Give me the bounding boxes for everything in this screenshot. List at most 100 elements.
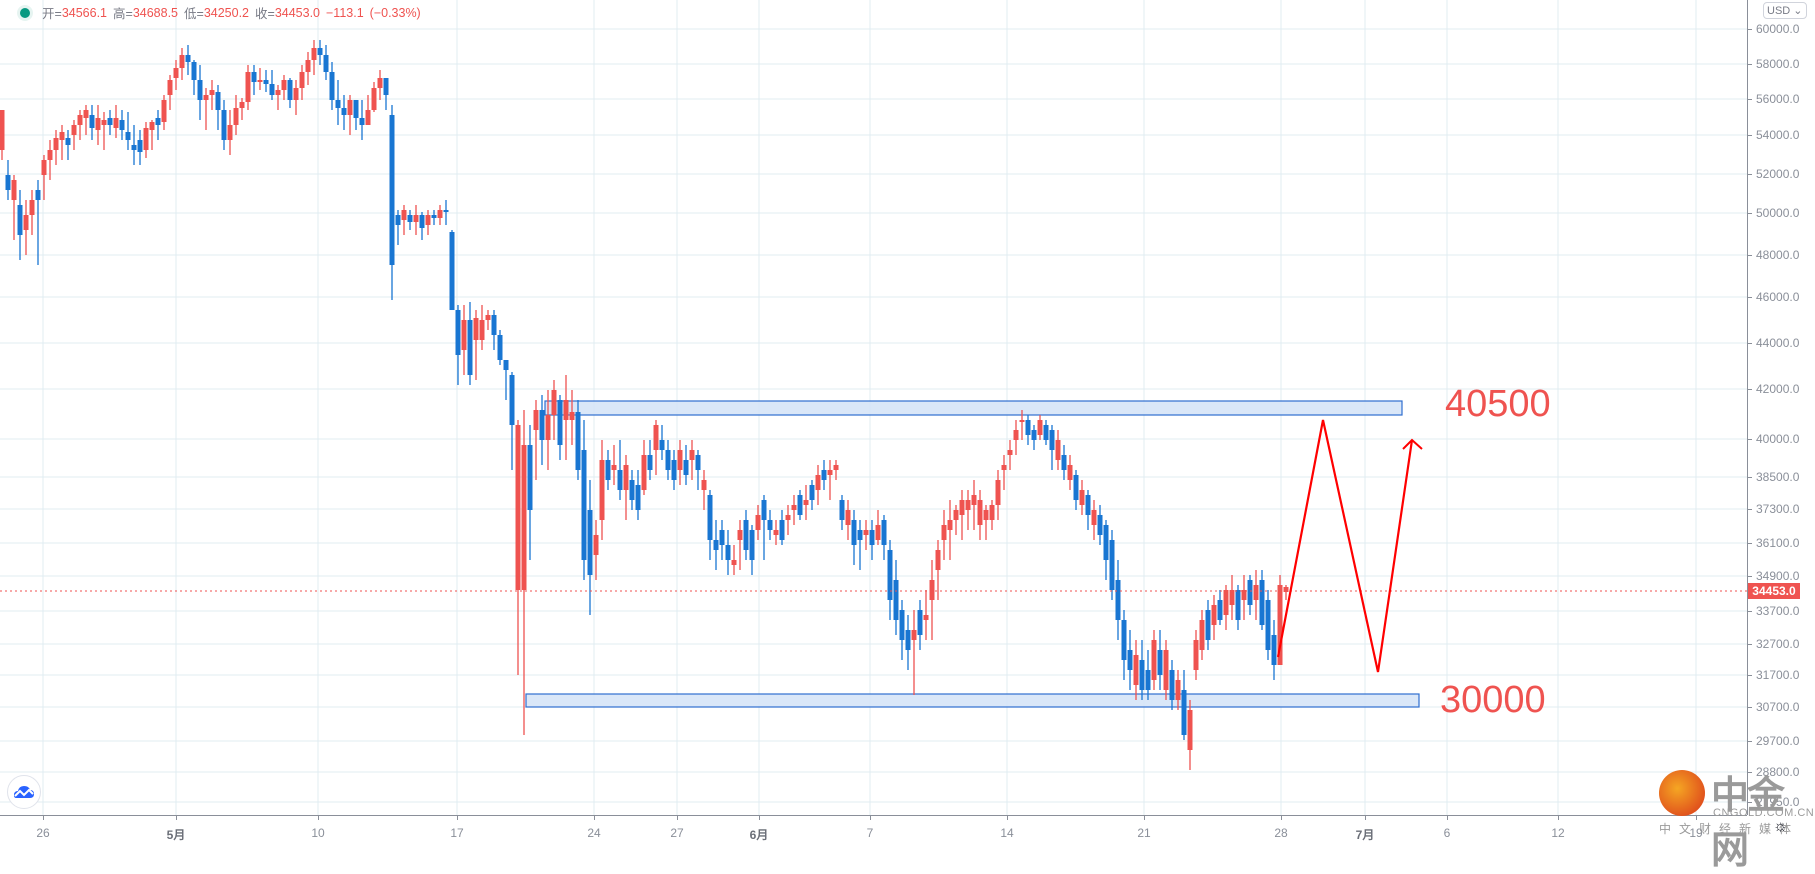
- price-axis[interactable]: 60000.0 58000.0 56000.0 54000.0 52000.0 50000…: [1747, 0, 1815, 815]
- time-tick-mark: [1696, 816, 1697, 820]
- candle-body: [1055, 440, 1061, 460]
- candle-body: [251, 72, 257, 82]
- candle-body: [797, 495, 803, 515]
- forecast-arrowhead-icon: [1402, 438, 1423, 450]
- candle-body: [221, 110, 227, 140]
- candle-body: [875, 525, 881, 540]
- candle-body: [1175, 680, 1181, 700]
- candle-body: [749, 530, 755, 560]
- candle-body: [1265, 600, 1271, 650]
- price-tick-label: 54000.0: [1756, 128, 1800, 142]
- time-tick-mark: [759, 816, 760, 820]
- price-tick-label: 27950.0: [1756, 795, 1800, 809]
- candle-body: [1085, 495, 1091, 515]
- candle-body: [1031, 430, 1037, 440]
- candle-body: [1109, 540, 1115, 590]
- candle-body: [971, 495, 977, 505]
- candle-body: [185, 55, 191, 62]
- candle-body: [431, 215, 437, 218]
- settings-gear-icon[interactable]: ☼: [1773, 818, 1788, 835]
- candle-body: [677, 450, 683, 470]
- candle-body: [689, 450, 695, 460]
- price-tick-mark: [1748, 611, 1752, 612]
- candle-body: [1049, 430, 1055, 450]
- candle-body: [1097, 515, 1103, 535]
- candle-body: [419, 215, 425, 228]
- candle-body: [1151, 640, 1157, 680]
- candle-body: [581, 450, 587, 560]
- close-label: 收=: [255, 7, 275, 21]
- price-tick-label: 56000.0: [1756, 92, 1800, 106]
- candle-body: [899, 610, 905, 640]
- change-percent: (−0.33%): [369, 5, 421, 20]
- candle-body: [929, 580, 935, 600]
- candle-body: [1145, 670, 1151, 690]
- annotation-lower-target: 30000: [1440, 679, 1546, 721]
- candle-body: [179, 55, 185, 68]
- price-tick-mark: [1748, 29, 1752, 30]
- time-tick-mark: [1558, 816, 1559, 820]
- candle-body: [413, 215, 419, 222]
- candle-body: [287, 80, 293, 100]
- watermark-tagline: 中文财经新媒体: [1659, 822, 1800, 836]
- candle-body: [125, 132, 131, 140]
- candle-body: [29, 200, 35, 215]
- currency-selector[interactable]: USD ⌄: [1763, 2, 1807, 19]
- candle-body: [815, 475, 821, 490]
- candle-body: [521, 445, 527, 590]
- chart-logo-button[interactable]: [7, 775, 41, 809]
- candle-body: [551, 390, 557, 415]
- candle-body: [1253, 585, 1259, 600]
- candle-body: [191, 62, 197, 80]
- candle-body: [569, 412, 575, 420]
- candle-body: [23, 215, 29, 230]
- candle-body: [347, 100, 353, 115]
- candle-body: [539, 410, 545, 440]
- price-tick-label: 37300.0: [1756, 502, 1800, 516]
- candle-body: [227, 125, 233, 140]
- time-tick-label: 7: [866, 826, 874, 840]
- candle-body: [851, 520, 857, 545]
- price-tick-mark: [1748, 64, 1752, 65]
- candle-body: [1007, 450, 1013, 455]
- candle-body: [59, 132, 65, 140]
- candle-body: [635, 485, 641, 510]
- price-tick-mark: [1748, 477, 1752, 478]
- candle-body: [911, 630, 917, 640]
- candle-body: [281, 80, 287, 90]
- price-tick-label: 58000.0: [1756, 57, 1800, 71]
- candle-body: [455, 310, 461, 355]
- price-tick-label: 34900.0: [1756, 569, 1800, 583]
- time-tick-mark: [1365, 816, 1366, 820]
- price-chart-plot[interactable]: [0, 0, 1747, 815]
- candle-body: [1139, 660, 1145, 690]
- price-tick-mark: [1748, 343, 1752, 344]
- time-tick-label: 12: [1551, 826, 1565, 840]
- candle-body: [857, 530, 863, 540]
- candle-body: [1019, 420, 1025, 422]
- candle-body: [1043, 425, 1049, 440]
- candle-body: [923, 615, 929, 620]
- candle-body: [53, 138, 59, 150]
- candle-body: [335, 100, 341, 108]
- time-axis[interactable]: 26 5月 10 17 24 27 6月 7 14 21 28 7月 6 12 19: [0, 815, 1747, 843]
- candle-body: [1079, 490, 1085, 505]
- watermark-domain: CNGOLD.COM.CN: [1713, 807, 1815, 819]
- candle-body: [47, 150, 53, 160]
- candle-body: [443, 210, 449, 212]
- price-tick-label: 42000.0: [1756, 382, 1800, 396]
- candle-body: [743, 520, 749, 550]
- candle-body: [359, 118, 365, 125]
- candle-body: [1241, 590, 1247, 600]
- candle-body: [839, 500, 845, 520]
- candle-body: [323, 55, 329, 72]
- candle-body: [41, 160, 47, 175]
- candle-body: [377, 78, 383, 88]
- candle-body: [1133, 655, 1139, 685]
- candle-body: [449, 232, 455, 310]
- candle-body: [695, 455, 701, 470]
- candle-body: [887, 550, 893, 600]
- candle-body: [257, 80, 263, 82]
- candle-body: [701, 480, 707, 490]
- price-tick-label: 29700.0: [1756, 734, 1800, 748]
